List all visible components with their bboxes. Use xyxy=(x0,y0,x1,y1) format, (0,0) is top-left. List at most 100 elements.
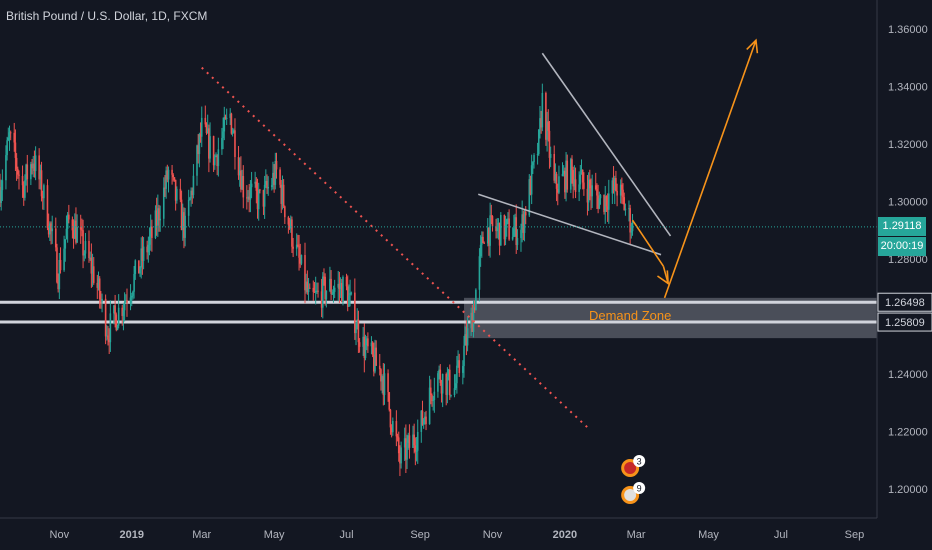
candle-body xyxy=(176,188,178,201)
projection-down-line xyxy=(631,219,665,267)
candle-body xyxy=(84,240,87,254)
candle-body xyxy=(381,376,383,382)
candle-body xyxy=(157,208,159,226)
candle-body xyxy=(206,128,209,134)
candle-body xyxy=(623,197,626,211)
candle-body xyxy=(17,168,19,175)
candle-body xyxy=(33,163,36,172)
candle-body xyxy=(241,175,243,190)
candle-body xyxy=(465,334,468,346)
candle-body xyxy=(46,185,49,228)
candle-body xyxy=(122,310,125,316)
event-badge-2[interactable]: 9 xyxy=(621,482,646,504)
event-badge-1[interactable]: 3 xyxy=(621,455,646,477)
candle-body xyxy=(79,227,82,230)
demand-zone-label: Demand Zone xyxy=(589,308,671,323)
axis-labels-layer: 1.36000 1.34000 1.32000 1.30000 1.28000 1.240… xyxy=(50,24,932,541)
candle-body xyxy=(173,177,176,180)
candle-body xyxy=(439,369,442,384)
candle-body xyxy=(262,190,265,207)
time-tick-label: Sep xyxy=(845,529,865,541)
candle-body xyxy=(425,416,427,425)
candle-body xyxy=(505,219,508,225)
candle-body xyxy=(49,223,51,235)
candle-body xyxy=(106,335,108,337)
candle-body xyxy=(445,373,448,395)
candle-body xyxy=(407,435,410,443)
candle-body xyxy=(337,283,340,288)
candle-body xyxy=(574,179,577,192)
candle-body xyxy=(65,228,68,240)
candle-body xyxy=(304,255,306,291)
candle-body xyxy=(204,117,207,125)
candle-body xyxy=(380,369,382,382)
candle-body xyxy=(180,199,183,231)
candle-body xyxy=(331,293,334,295)
candle-body xyxy=(64,239,67,249)
time-tick-label: Jul xyxy=(774,529,788,541)
candle-body xyxy=(624,208,627,211)
candle-body xyxy=(98,278,101,300)
candle-body xyxy=(81,229,83,231)
candle-body xyxy=(212,136,215,166)
candle-body xyxy=(249,187,252,200)
candle-body xyxy=(578,184,580,192)
candle-body xyxy=(0,190,2,203)
candle-body xyxy=(321,276,324,308)
candle-body xyxy=(291,219,293,247)
candle-body xyxy=(566,160,569,190)
candle-body xyxy=(90,257,93,274)
candle-body xyxy=(75,220,77,243)
candle-body xyxy=(213,156,216,166)
candle-body xyxy=(408,435,411,448)
candle-body xyxy=(132,291,134,296)
candle-body xyxy=(183,212,185,238)
candle-body xyxy=(184,215,186,238)
candle-body xyxy=(437,373,439,392)
price-tick-label: 1.24000 xyxy=(888,369,928,381)
candle-body xyxy=(189,198,191,200)
candle-body xyxy=(159,218,162,221)
candle-body xyxy=(541,92,544,128)
candle-body xyxy=(280,184,283,204)
candle-body xyxy=(498,223,501,246)
candle-body xyxy=(223,117,226,132)
candle-body xyxy=(92,266,95,283)
candle-body xyxy=(273,172,275,185)
drawings-layer xyxy=(201,38,759,429)
candle-body xyxy=(263,184,266,207)
event-badges-layer[interactable]: 39 xyxy=(621,455,646,504)
candle-body xyxy=(115,314,118,331)
candle-body xyxy=(329,278,331,291)
candle-body xyxy=(441,373,444,394)
candle-body xyxy=(475,289,477,311)
event-count-label: 3 xyxy=(637,457,642,467)
demand-zone xyxy=(464,297,877,339)
candle-body xyxy=(524,211,527,216)
candle-body xyxy=(83,253,86,256)
candle-body xyxy=(165,170,167,189)
candle-body xyxy=(216,155,218,167)
candle-body xyxy=(421,410,424,425)
candle-body xyxy=(282,184,285,207)
candle-body xyxy=(616,190,618,196)
candle-body xyxy=(166,170,169,180)
candle-body xyxy=(140,248,143,268)
candle-body xyxy=(246,197,248,199)
price-axis-panel[interactable] xyxy=(877,0,932,550)
candle-body xyxy=(371,342,374,355)
candle-body xyxy=(596,189,598,196)
projection-down-tail xyxy=(662,265,669,284)
candle-body xyxy=(615,178,617,191)
candle-body xyxy=(5,155,7,181)
candle-body xyxy=(392,421,394,433)
demand-zone-layer xyxy=(0,297,877,339)
candle-body xyxy=(520,229,522,238)
candle-body xyxy=(491,216,494,227)
candle-body xyxy=(57,282,59,290)
candle-body xyxy=(250,183,253,188)
candle-body xyxy=(383,373,386,396)
candle-body xyxy=(25,164,27,181)
candle-body xyxy=(325,290,328,300)
